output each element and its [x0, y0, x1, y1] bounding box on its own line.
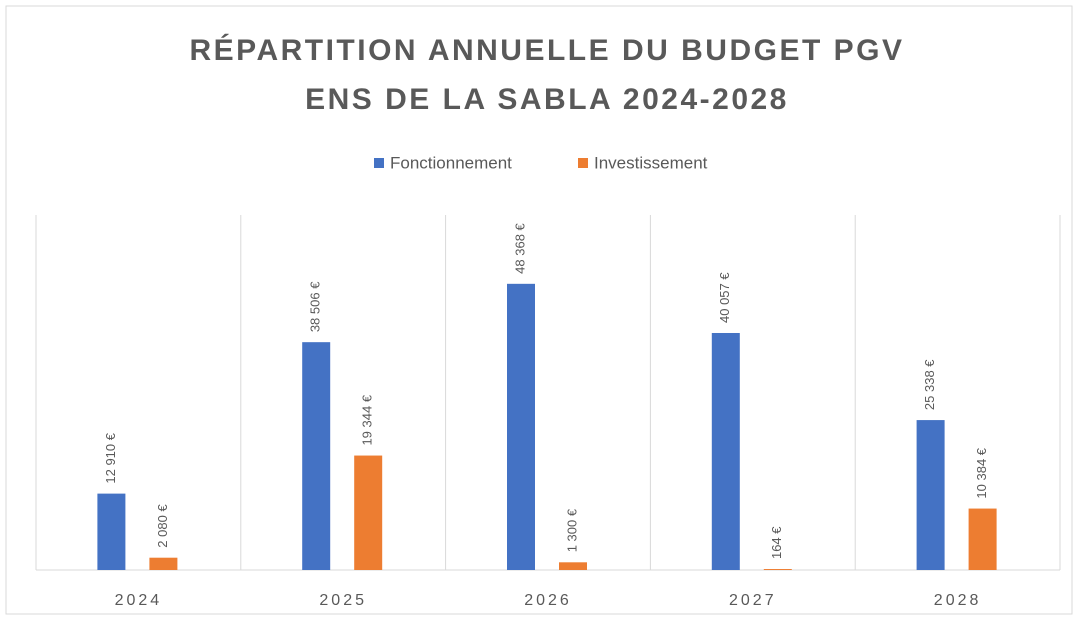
x-tick-label: 2025 [319, 592, 367, 609]
chart-title: ENS DE LA SABLA 2024-2028 [305, 83, 789, 116]
data-label: 1 300 € [564, 508, 579, 552]
x-tick-label: 2028 [934, 592, 982, 609]
bar [97, 493, 126, 570]
bar [916, 420, 945, 570]
bar [354, 455, 383, 570]
legend-label: Investissement [594, 153, 708, 172]
data-label: 10 384 € [974, 447, 989, 498]
bar [968, 508, 997, 570]
data-label: 164 € [769, 526, 784, 559]
legend-swatch [374, 158, 384, 168]
chart-frame [5, 5, 1073, 615]
bar [149, 557, 178, 570]
bar [507, 283, 535, 570]
data-label: 40 057 € [717, 272, 732, 323]
legend-swatch [578, 158, 588, 168]
data-label: 48 368 € [512, 222, 527, 273]
bar [711, 332, 740, 570]
bar [763, 569, 792, 570]
bar [559, 562, 587, 570]
data-label: 25 338 € [922, 359, 937, 410]
x-tick-label: 2026 [524, 592, 572, 609]
chart-title: RÉPARTITION ANNUELLE DU BUDGET PGV [189, 33, 904, 67]
data-label: 19 344 € [360, 394, 375, 445]
data-label: 12 910 € [103, 432, 118, 483]
x-tick-label: 2027 [729, 592, 777, 609]
bar [302, 342, 331, 570]
data-label: 38 506 € [308, 281, 323, 332]
data-label: 2 080 € [155, 504, 170, 548]
x-tick-label: 2024 [115, 592, 163, 609]
legend-label: Fonctionnement [390, 153, 512, 172]
